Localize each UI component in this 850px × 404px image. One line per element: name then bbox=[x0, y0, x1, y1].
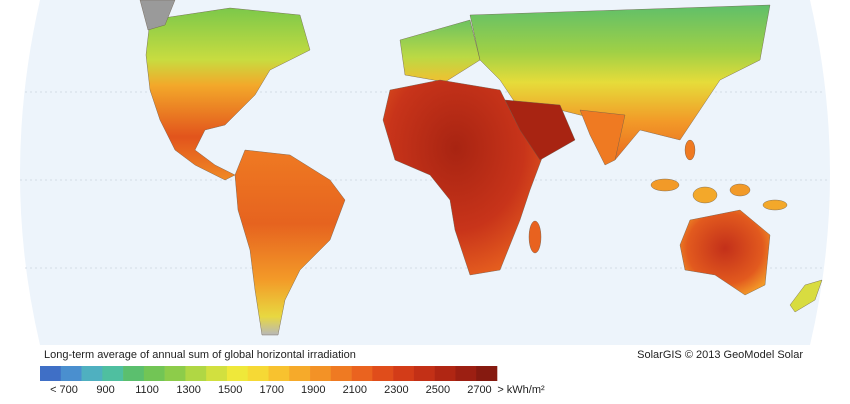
legend-swatch bbox=[413, 366, 435, 381]
legend-label: 2500 bbox=[426, 384, 450, 396]
legend-label: 2300 bbox=[384, 384, 408, 396]
continents bbox=[139, 0, 823, 336]
legend-label: 1100 bbox=[135, 384, 159, 396]
credit: SolarGIS © 2013 GeoModel Solar bbox=[637, 349, 803, 361]
legend-label: 1300 bbox=[176, 384, 200, 396]
legend-swatch bbox=[81, 366, 103, 381]
legend-swatch bbox=[206, 366, 228, 381]
legend-title: Long-term average of annual sum of globa… bbox=[44, 349, 356, 361]
legend-label: 2700 bbox=[467, 384, 491, 396]
legend-swatch bbox=[268, 366, 290, 381]
legend-label: 1700 bbox=[259, 384, 283, 396]
legend-label: 1500 bbox=[218, 384, 242, 396]
legend-swatch bbox=[372, 366, 394, 381]
legend-swatch bbox=[226, 366, 249, 381]
legend-swatch bbox=[247, 366, 269, 381]
legend: < 700 900 1100 1300 1500 1700 1900 2100 2300 2500… bbox=[40, 366, 545, 396]
legend-swatch bbox=[476, 366, 498, 381]
legend-swatch bbox=[330, 366, 352, 381]
legend-label: < 700 bbox=[50, 384, 78, 396]
legend-swatch bbox=[143, 366, 165, 381]
legend-swatch bbox=[434, 366, 456, 381]
legend-swatch bbox=[185, 366, 207, 381]
legend-swatch bbox=[289, 366, 311, 381]
legend-label: 1900 bbox=[301, 384, 325, 396]
legend-swatch bbox=[455, 366, 477, 381]
legend-swatch bbox=[60, 366, 82, 381]
legend-label: 2100 bbox=[343, 384, 367, 396]
legend-swatch bbox=[164, 366, 186, 381]
legend-swatch bbox=[393, 366, 415, 381]
legend-swatch bbox=[123, 366, 145, 381]
legend-swatch bbox=[310, 366, 332, 381]
legend-swatch bbox=[351, 366, 373, 381]
legend-swatch bbox=[40, 366, 62, 381]
legend-swatch bbox=[102, 366, 124, 381]
legend-label: 900 bbox=[96, 384, 114, 396]
legend-label: > kWh/m² bbox=[497, 384, 545, 396]
